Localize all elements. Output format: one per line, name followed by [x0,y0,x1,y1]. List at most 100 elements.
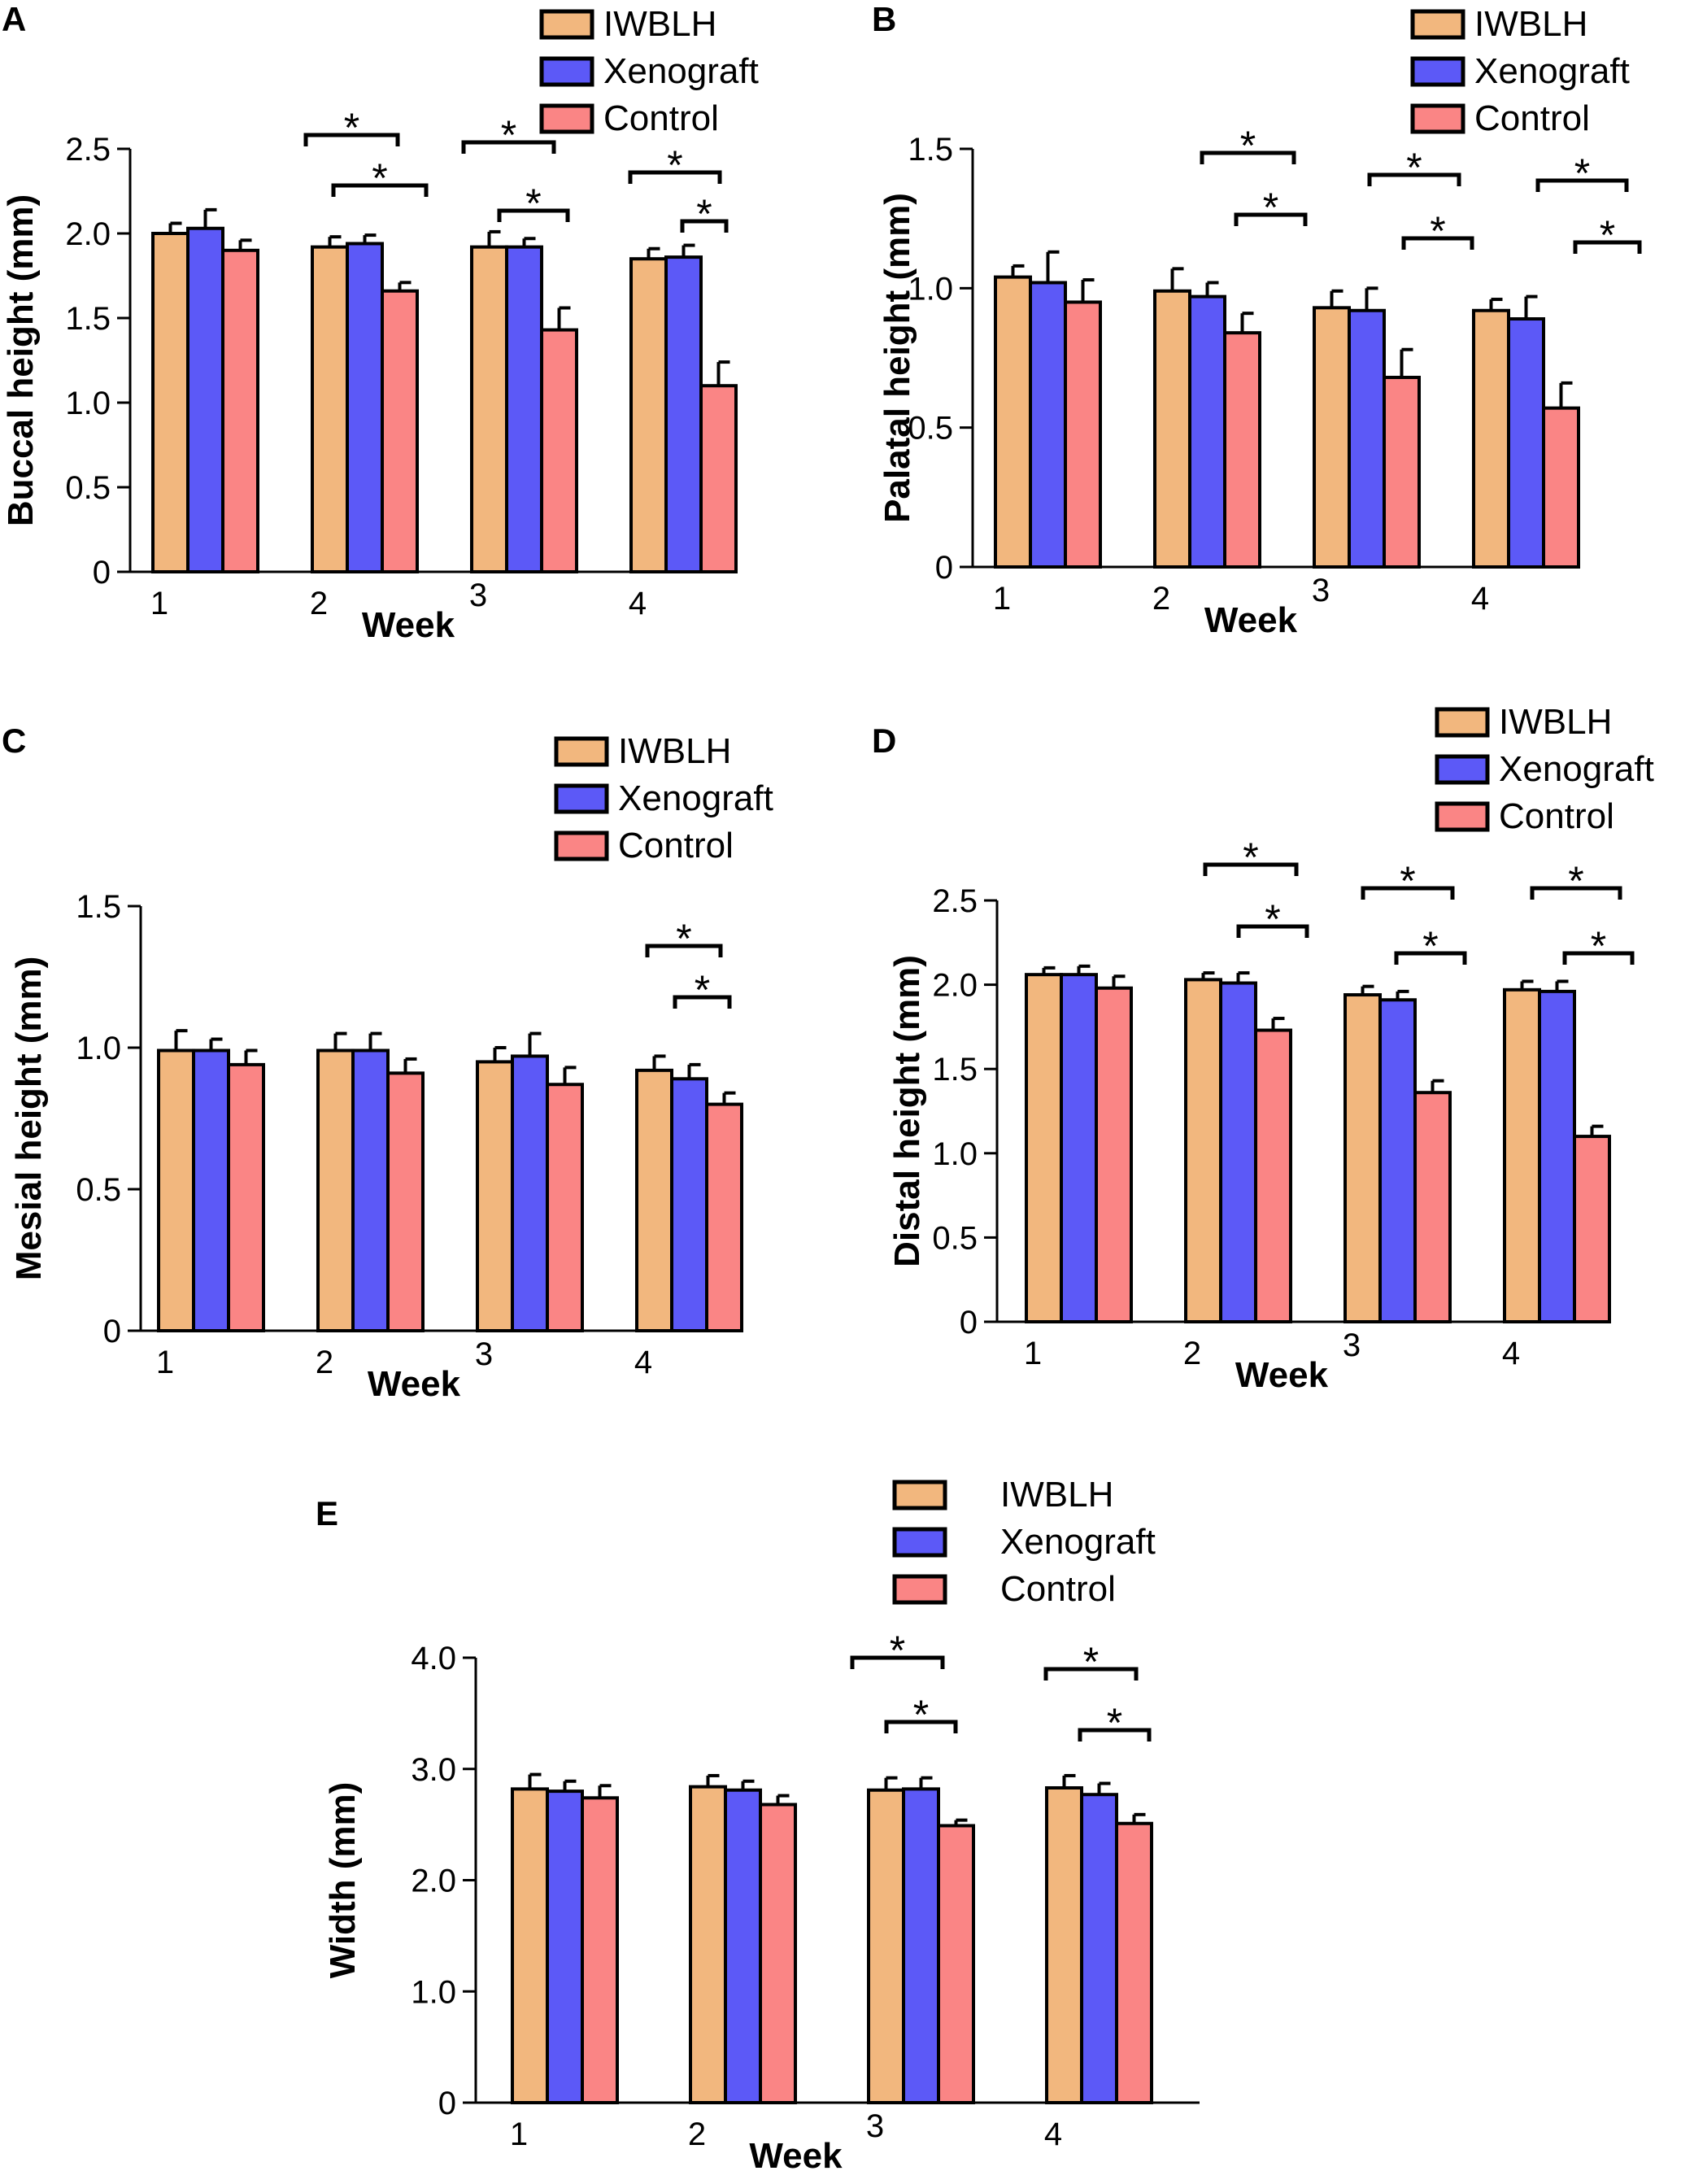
bar-xenograft-week-2 [351,1048,390,1332]
significance-bracket [1236,924,1309,938]
legend-label-xenograft: Xenograft [1000,1522,1156,1562]
bar-iwblh-week-4 [629,257,668,573]
x-tick-label: 1 [510,2116,528,2152]
significance-bracket [331,183,429,197]
bar-control-week-3 [540,328,578,573]
y-tick-label: 2.0 [65,216,111,252]
y-tick-label: 1.0 [65,386,111,421]
panel-label: A [2,0,26,38]
bar-xenograft-week-1 [1029,281,1067,569]
x-axis-label: Week [368,1364,461,1404]
significance-star: * [667,142,682,188]
significance-bracket [1234,212,1308,226]
significance-bracket [645,944,723,957]
significance-bracket [1401,236,1474,250]
legend-label-iwblh: IWBLH [603,4,716,44]
legend-label-xenograft: Xenograft [1499,749,1654,789]
significance-bracket [461,140,556,154]
y-axis-label: Mesial height (mm) [9,957,49,1281]
bar-iwblh-week-1 [511,1787,549,2104]
significance-star: * [501,112,516,158]
y-tick-label: 0.5 [932,1220,978,1256]
bar-iwblh-week-3 [1313,306,1351,569]
x-axis-label: Week [362,605,455,645]
y-tick-label: 4.0 [411,1641,456,1676]
significance-star: * [696,191,712,237]
significance-bracket [628,170,722,184]
significance-bracket [1530,886,1622,900]
x-tick-label: 3 [469,578,487,613]
significance-bracket [1361,886,1455,900]
bar-iwblh-week-2 [316,1048,355,1332]
bar-xenograft-week-3 [1348,308,1386,569]
bar-control-week-2 [381,289,419,573]
y-tick-label: 1.5 [908,132,953,168]
x-axis-label: Week [1204,600,1298,640]
significance-bracket [1200,150,1296,164]
significance-star: * [676,916,691,961]
bar-iwblh-week-1 [157,1048,195,1332]
bar-xenograft-week-3 [505,245,543,573]
bar-iwblh-week-2 [689,1785,727,2104]
significance-star: * [344,105,359,150]
legend-label-xenograft: Xenograft [1474,51,1630,91]
x-tick-label: 2 [316,1345,333,1380]
bar-iwblh-week-3 [476,1060,514,1333]
x-axis-label: Week [1235,1355,1329,1395]
bar-xenograft-week-2 [724,1788,762,2104]
bar-iwblh-week-4 [1472,308,1510,569]
legend-swatch-control [539,103,594,134]
chart-panel-c: C 0 0.5 1.0 1.5 Mesial height (mm) 1 2 3 4 Week ** I… [2,721,773,1404]
bar-control-week-2 [386,1071,425,1332]
significance-bracket [1573,240,1642,254]
bar-xenograft-week-2 [1188,294,1226,569]
significance-bracket [497,208,570,222]
legend-swatch-iwblh [554,736,609,767]
significance-bracket [884,1720,958,1733]
bar-xenograft-week-3 [1378,998,1417,1324]
y-tick-label: 3.0 [411,1752,456,1788]
bar-control-week-3 [937,1824,975,2104]
x-tick-label: 3 [1312,573,1330,608]
bar-control-week-1 [1095,986,1133,1324]
bar-control-week-4 [705,1102,743,1332]
significance-bracket [1078,1728,1152,1742]
legend-label-iwblh: IWBLH [618,731,731,771]
significance-star: * [1574,150,1590,196]
bar-control-week-1 [581,1796,619,2104]
significance-bracket [680,219,729,233]
bar-xenograft-week-1 [546,1789,584,2105]
legend-swatch-iwblh [1410,9,1465,40]
significance-star: * [1422,923,1438,969]
bar-xenograft-week-4 [1507,317,1545,569]
y-tick-label: 0 [103,1314,121,1349]
y-tick-label: 1.5 [65,301,111,337]
y-tick-label: 0 [438,2086,456,2121]
bar-iwblh-week-2 [1153,289,1191,569]
x-tick-label: 4 [1471,581,1489,617]
y-axis-label: Width (mm) [323,1782,363,1979]
legend-label-control: Control [603,98,719,138]
legend-label-control: Control [618,826,734,865]
bar-control-week-2 [1223,331,1261,569]
y-tick-label: 0.5 [908,411,953,447]
legend-label-control: Control [1474,98,1590,138]
bar-xenograft-week-1 [186,226,224,573]
bar-xenograft-week-4 [1080,1793,1118,2104]
bar-iwblh-week-1 [994,275,1032,569]
x-tick-label: 4 [634,1345,652,1380]
bar-xenograft-week-4 [664,255,703,573]
significance-star: * [372,155,387,201]
legend-label-xenograft: Xenograft [603,51,759,91]
y-axis-label: Palatal height (mm) [878,193,917,523]
bar-xenograft-week-1 [1060,973,1098,1323]
significance-bracket [673,995,732,1009]
y-tick-label: 2.5 [932,883,978,919]
legend-label-iwblh: IWBLH [1499,702,1612,742]
legend-label-xenograft: Xenograft [618,778,773,818]
bar-control-week-1 [221,248,259,573]
panel-label: B [872,0,896,38]
